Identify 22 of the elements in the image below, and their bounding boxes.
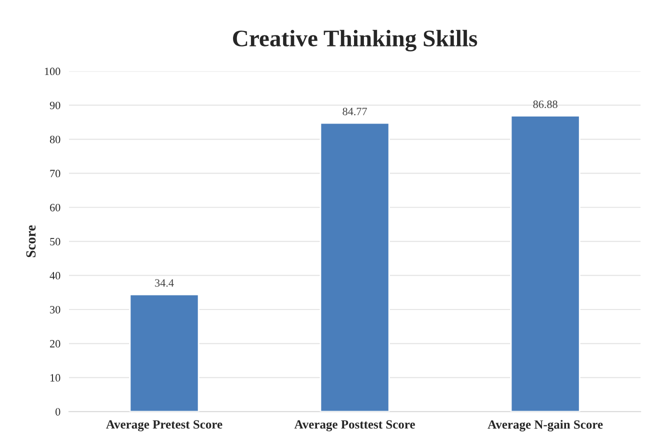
bar	[320, 122, 390, 412]
data-label: 86.88	[533, 100, 558, 108]
y-tick-label: 70	[50, 170, 60, 178]
data-label: 34.4	[155, 279, 174, 287]
y-tick-label: 50	[50, 238, 60, 246]
bar	[510, 115, 580, 412]
x-tick-label: Average N-gain Score	[488, 420, 603, 432]
x-tick-label: Average Posttest Score	[294, 420, 415, 432]
y-tick-label: 60	[50, 204, 60, 212]
y-tick-label: 90	[50, 102, 60, 110]
y-tick-label: 0	[56, 408, 60, 416]
y-tick-label: 20	[50, 340, 60, 348]
chart-title: Creative Thinking Skills	[233, 30, 478, 52]
y-tick-label: 80	[50, 136, 60, 144]
data-label: 84.77	[342, 108, 367, 116]
y-axis-title: Score	[26, 225, 36, 258]
y-tick-label: 40	[50, 272, 60, 280]
bar	[129, 294, 200, 412]
y-tick-label: 100	[44, 68, 60, 76]
y-tick-label: 30	[50, 306, 60, 314]
y-tick-label: 10	[50, 374, 60, 382]
x-tick-label: Average Pretest Score	[106, 420, 222, 432]
